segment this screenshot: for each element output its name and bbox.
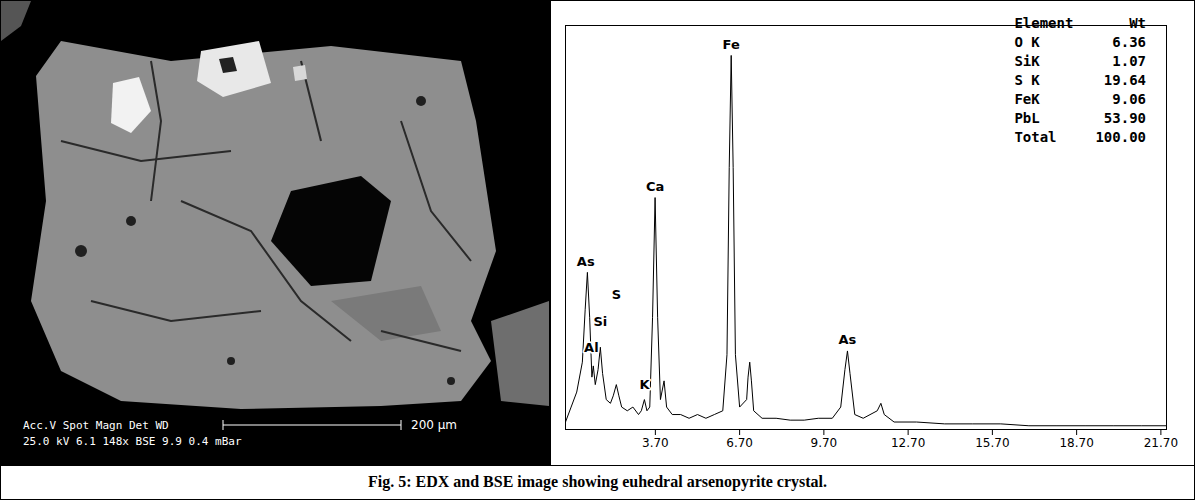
svg-text:9.70: 9.70 — [811, 436, 838, 450]
svg-text:18.70: 18.70 — [1059, 436, 1093, 450]
html-text:6.36: 6.36 — [1112, 34, 1146, 50]
html-text:53.90: 53.90 — [1103, 110, 1146, 126]
html-text:9.06: 9.06 — [1112, 91, 1146, 107]
html-text:Total: Total — [1014, 129, 1057, 145]
html-text:1.07: 1.07 — [1112, 53, 1146, 69]
svg-text:K: K — [639, 377, 650, 392]
html-text:SiK: SiK — [1014, 53, 1040, 69]
svg-text:Acc.V Spot Magn Det WD: Acc.V Spot Magn Det WD — [23, 419, 169, 432]
svg-text:As: As — [577, 254, 595, 269]
html-text:Fig. 5: EDX and BSE image show: Fig. 5: EDX and BSE image showing euhedr… — [367, 473, 828, 490]
html-text:Wt: Wt — [1129, 15, 1146, 31]
svg-text:Al: Al — [584, 340, 599, 355]
html-text:PbL: PbL — [1014, 110, 1040, 126]
svg-text:Fe: Fe — [723, 37, 740, 52]
html-text:O K: O K — [1014, 34, 1040, 50]
svg-text:Si: Si — [593, 314, 607, 329]
svg-text:12.70: 12.70 — [891, 436, 925, 450]
svg-text:21.70: 21.70 — [1144, 436, 1178, 450]
svg-text:S: S — [612, 287, 621, 302]
html-text:S K: S K — [1014, 72, 1040, 88]
html-text:19.64: 19.64 — [1103, 72, 1146, 88]
html-text:FeK: FeK — [1014, 91, 1040, 107]
svg-text:Ca: Ca — [646, 179, 664, 194]
html-text:100.00: 100.00 — [1095, 129, 1146, 145]
svg-text:25.0 kV 6.1 148x BSE 9.9: 25.0 kV 6.1 148x BSE 9.9 0.4 mBar — [23, 435, 242, 448]
svg-text:200 µm: 200 µm — [411, 418, 457, 432]
svg-text:6.70: 6.70 — [726, 436, 753, 450]
html-text:Element: Element — [1014, 15, 1074, 31]
svg-text:As: As — [839, 332, 857, 347]
svg-text:3.70: 3.70 — [642, 436, 669, 450]
svg-text:15.70: 15.70 — [975, 436, 1009, 450]
